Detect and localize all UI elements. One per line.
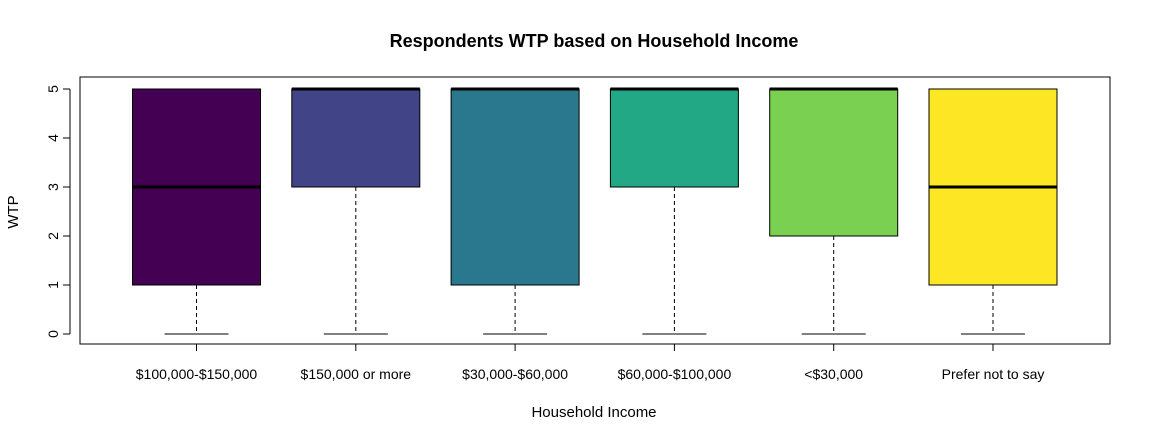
x-tick-label: <$30,000 <box>804 366 863 382</box>
x-axis-label: Household Income <box>531 404 656 421</box>
y-tick-label: 0 <box>45 330 61 338</box>
x-tick-label: $30,000-$60,000 <box>462 366 568 382</box>
box <box>450 88 580 286</box>
box-series <box>132 87 1058 335</box>
y-axis-label: WTP <box>5 195 22 228</box>
x-tick-label: $100,000-$150,000 <box>136 366 258 382</box>
box-group <box>132 88 261 335</box>
y-tick-label: 3 <box>45 183 61 191</box>
y-tick-label: 5 <box>45 85 61 93</box>
box-group <box>769 87 899 335</box>
box-group <box>291 87 421 335</box>
chart-title: Respondents WTP based on Household Incom… <box>390 31 799 51</box>
box-group <box>609 87 739 335</box>
x-tick-label: Prefer not to say <box>942 366 1045 382</box>
y-tick-label: 2 <box>45 232 61 240</box>
x-axis: $100,000-$150,000 $150,000 or more $30,000… <box>136 343 1045 382</box>
box <box>609 88 739 188</box>
box-group <box>450 87 580 335</box>
box-group <box>928 88 1058 335</box>
y-tick-label: 4 <box>45 134 61 142</box>
box <box>769 88 899 237</box>
y-tick-label: 1 <box>45 281 61 289</box>
box <box>291 88 421 188</box>
x-tick-label: $60,000-$100,000 <box>618 366 732 382</box>
y-axis: 0 1 2 3 4 5 <box>45 85 71 338</box>
x-tick-label: $150,000 or more <box>301 366 412 382</box>
